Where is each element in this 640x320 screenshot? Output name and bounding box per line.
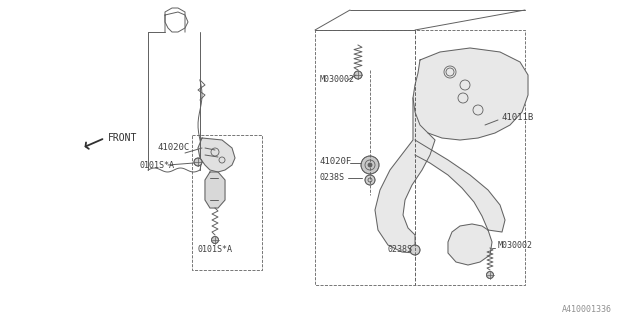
Text: M030002: M030002 [320,76,355,84]
Circle shape [354,71,362,79]
Circle shape [486,271,493,278]
Polygon shape [375,98,435,253]
Polygon shape [415,140,505,232]
Circle shape [365,175,375,185]
Circle shape [368,163,372,167]
Polygon shape [205,172,225,208]
Circle shape [361,156,379,174]
Text: 41011B: 41011B [502,114,534,123]
Text: 41020C: 41020C [158,143,190,153]
Polygon shape [198,138,235,172]
Text: 0101S*A: 0101S*A [140,161,175,170]
Polygon shape [413,48,528,140]
Text: 0238S: 0238S [320,172,345,181]
Text: A410001336: A410001336 [562,306,612,315]
Polygon shape [448,224,492,265]
Circle shape [410,245,420,255]
Circle shape [194,158,202,166]
Text: M030002: M030002 [498,241,533,250]
Text: 0101S*A: 0101S*A [197,245,232,254]
Text: 0238S: 0238S [388,245,413,254]
Text: FRONT: FRONT [108,133,138,143]
Text: 41020F: 41020F [320,157,352,166]
Circle shape [211,236,218,244]
